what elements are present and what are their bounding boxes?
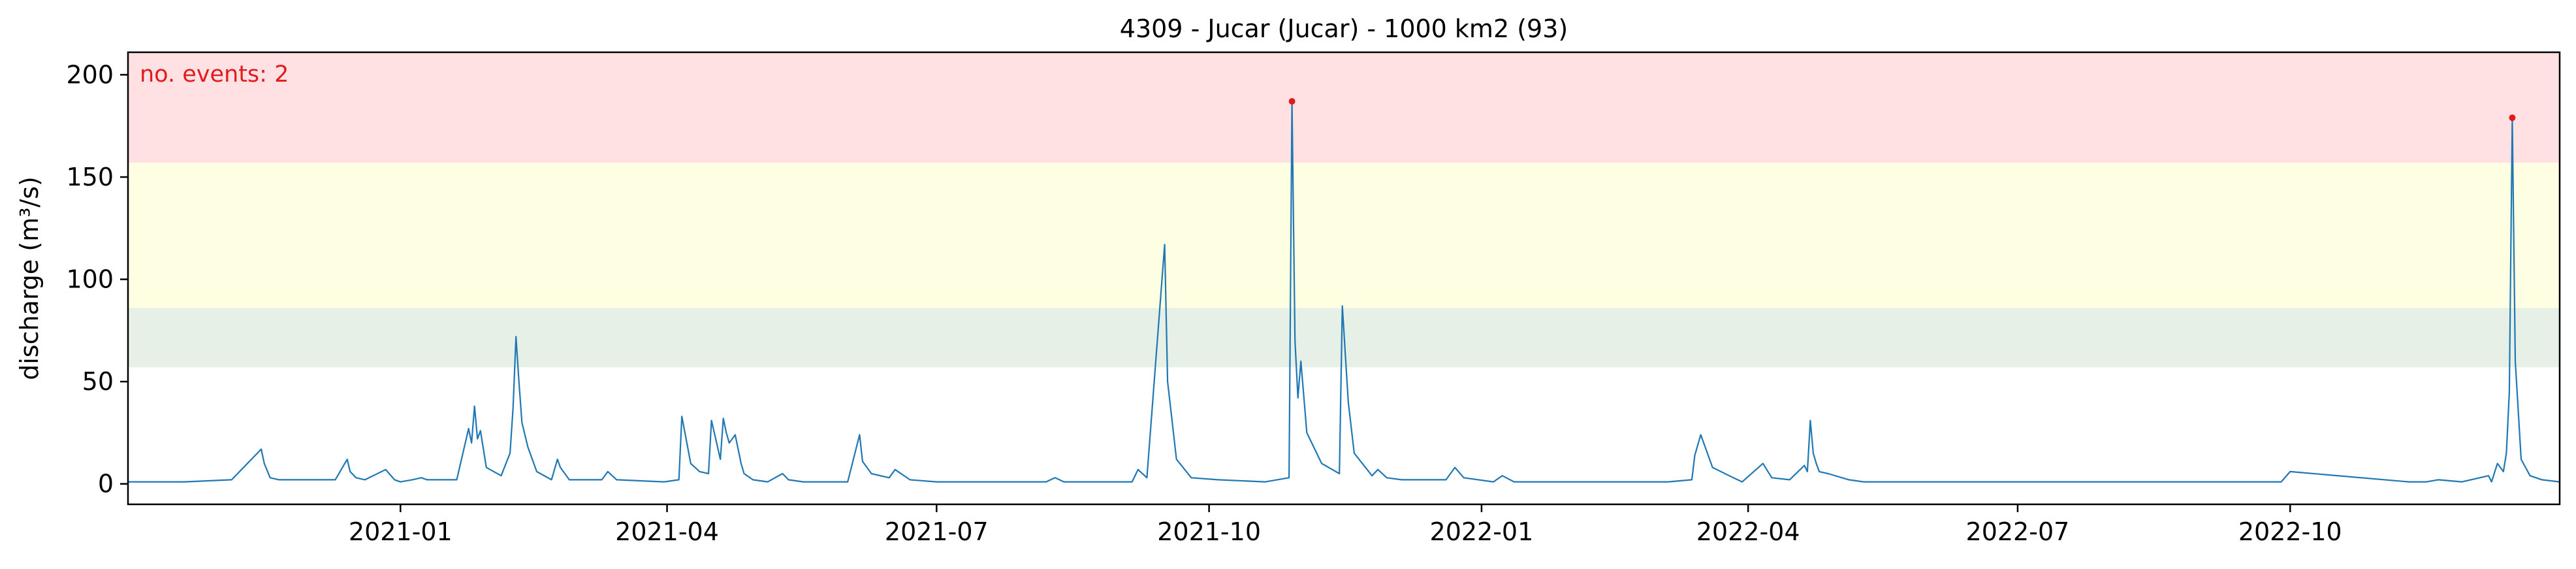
event-markers [1288, 98, 2516, 122]
x-tick-label: 2021-01 [349, 517, 453, 546]
chart-title: 4309 - Jucar (Jucar) - 1000 km2 (93) [1120, 14, 1568, 43]
event-point-2 [2509, 114, 2516, 122]
x-tick-label: 2022-10 [2238, 517, 2342, 546]
discharge-series [128, 101, 2560, 483]
y-tick-label: 150 [66, 163, 114, 191]
x-tick-label: 2021-07 [885, 517, 989, 546]
x-tick-label: 2022-07 [1966, 517, 2070, 546]
x-tick-label: 2021-10 [1157, 517, 1261, 546]
y-tick-label: 0 [98, 470, 114, 498]
y-tick-label: 50 [82, 367, 114, 396]
x-axis-ticks: 2021-01 2021-04 2021-07 2021-10 2022-01 2022-… [349, 504, 2342, 546]
y-axis-ticks: 0 50 100 150 200 [66, 60, 128, 498]
y-tick-label: 100 [66, 265, 114, 294]
y-tick-label: 200 [66, 60, 114, 89]
series-line-1 [128, 101, 2560, 483]
event-point-1 [1288, 98, 1296, 105]
events-count-label: no. events: 2 [140, 61, 289, 88]
plot-frame [127, 51, 2561, 506]
x-tick-label: 2021-04 [615, 517, 719, 546]
threshold-band-2 [128, 163, 2560, 308]
y-axis-label: discharge (m³/s) [15, 176, 44, 380]
x-tick-label: 2022-01 [1430, 517, 1534, 546]
threshold-band-3 [128, 52, 2560, 163]
x-tick-label: 2022-04 [1696, 517, 1800, 546]
